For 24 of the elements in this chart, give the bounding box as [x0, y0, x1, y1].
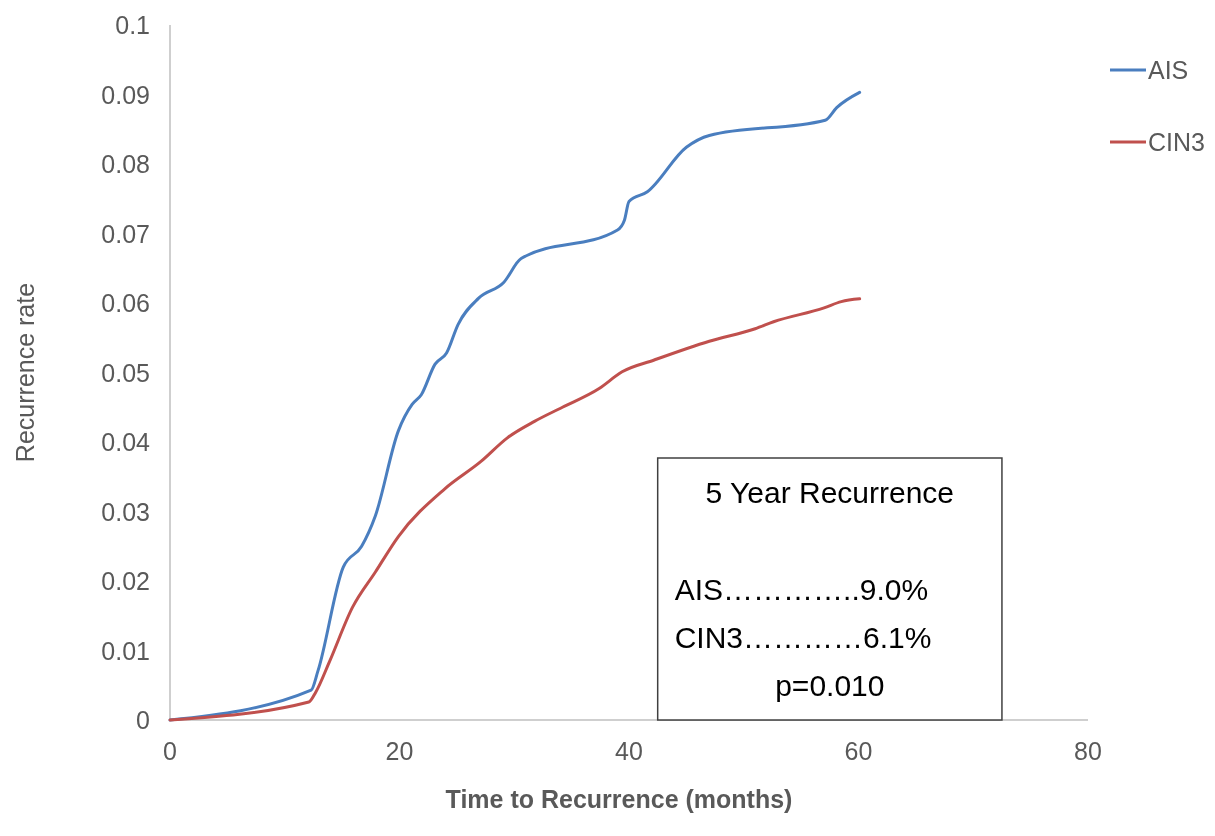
y-tick-label: 0 — [136, 706, 150, 734]
annotation: CIN3…………6.1% — [674, 621, 932, 654]
y-tick-label: 0.05 — [101, 358, 150, 387]
y-tick-label: 0.07 — [101, 219, 150, 248]
x-tick-label: 20 — [385, 737, 414, 765]
legend-label: AIS — [1148, 56, 1189, 84]
y-tick-label: 0.02 — [101, 567, 150, 595]
x-tick-label: 80 — [1074, 737, 1102, 765]
annotation: 5 Year Recurrence — [705, 476, 955, 509]
y-tick-label: 0.09 — [101, 80, 150, 109]
y-tick-label: 0.1 — [115, 11, 150, 39]
y-axis-title: Recurrence rate — [11, 282, 39, 463]
y-tick-label: 0.03 — [101, 497, 150, 526]
annotation: p=0.010 — [775, 669, 885, 702]
x-tick-label: 60 — [844, 737, 873, 765]
y-tick-label: 0.08 — [101, 150, 150, 178]
y-tick-label: 0.06 — [101, 289, 150, 317]
x-tick-label: 0 — [163, 737, 177, 765]
x-tick-label: 40 — [615, 737, 643, 765]
x-axis-title: Time to Recurrence (months) — [445, 785, 793, 813]
annotation: AIS…………..9.0% — [674, 573, 929, 606]
legend-label: CIN3 — [1148, 128, 1205, 156]
y-tick-label: 0.01 — [101, 636, 150, 665]
y-tick-label: 0.04 — [101, 428, 151, 456]
